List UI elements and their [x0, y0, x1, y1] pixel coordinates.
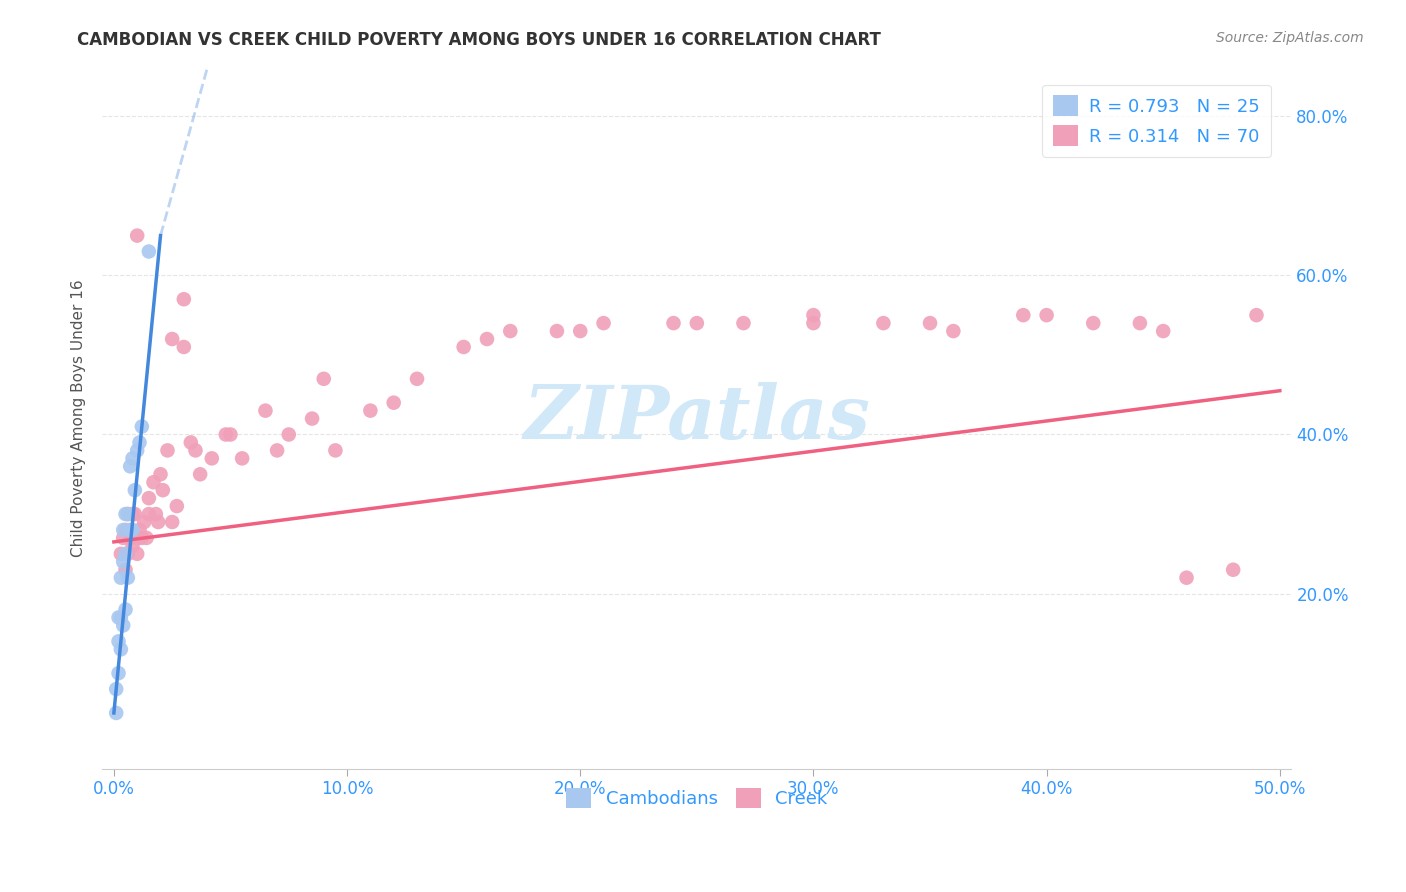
Text: Source: ZipAtlas.com: Source: ZipAtlas.com [1216, 31, 1364, 45]
Point [120, 531, 142, 545]
Point [942, 324, 965, 338]
Point [872, 316, 894, 330]
Point [1129, 316, 1152, 330]
Point [124, 483, 146, 498]
Point [127, 531, 149, 545]
Point [110, 642, 132, 657]
Point [215, 427, 238, 442]
Point [121, 539, 143, 553]
Point [112, 523, 135, 537]
Point [134, 515, 156, 529]
Point [131, 419, 153, 434]
Text: CAMBODIAN VS CREEK CHILD POVERTY AMONG BOYS UNDER 16 CORRELATION CHART: CAMBODIAN VS CREEK CHILD POVERTY AMONG B… [77, 31, 882, 49]
Point [1175, 571, 1198, 585]
Point [112, 618, 135, 632]
Point [110, 571, 132, 585]
Point [138, 244, 160, 259]
Point [121, 507, 143, 521]
Point [160, 515, 183, 529]
Point [138, 507, 160, 521]
Point [406, 372, 429, 386]
Point [1222, 563, 1244, 577]
Point [382, 395, 405, 409]
Point [803, 316, 825, 330]
Point [128, 435, 150, 450]
Point [173, 340, 195, 354]
Point [131, 531, 153, 545]
Point [148, 515, 170, 529]
Point [112, 555, 135, 569]
Point [1246, 308, 1268, 322]
Point [359, 403, 381, 417]
Point [135, 531, 157, 545]
Point [453, 340, 475, 354]
Point [569, 324, 592, 338]
Point [312, 372, 335, 386]
Point [546, 324, 568, 338]
Point [1152, 324, 1174, 338]
Point [803, 308, 825, 322]
Point [142, 475, 165, 490]
Point [107, 666, 129, 681]
Point [188, 467, 211, 482]
Point [117, 547, 139, 561]
Point [733, 316, 755, 330]
Point [117, 507, 139, 521]
Point [475, 332, 498, 346]
Point [120, 523, 142, 537]
Point [112, 531, 135, 545]
Point [107, 610, 129, 624]
Point [110, 610, 132, 624]
Point [160, 332, 183, 346]
Point [325, 443, 347, 458]
Point [301, 411, 323, 425]
Point [121, 523, 143, 537]
Point [117, 571, 139, 585]
Point [127, 228, 149, 243]
Point [184, 443, 207, 458]
Point [127, 547, 149, 561]
Point [138, 491, 160, 505]
Point [1012, 308, 1035, 322]
Point [152, 483, 174, 498]
Point [499, 324, 522, 338]
Point [114, 602, 136, 616]
Point [266, 443, 288, 458]
Point [128, 523, 150, 537]
Point [149, 467, 172, 482]
Point [110, 547, 132, 561]
Point [180, 435, 202, 450]
Point [145, 507, 167, 521]
Point [105, 682, 128, 697]
Point [127, 443, 149, 458]
Point [173, 292, 195, 306]
Point [592, 316, 614, 330]
Point [120, 459, 142, 474]
Point [662, 316, 685, 330]
Point [918, 316, 941, 330]
Point [231, 451, 253, 466]
Point [1083, 316, 1105, 330]
Point [219, 427, 242, 442]
Point [114, 523, 136, 537]
Point [121, 451, 143, 466]
Point [201, 451, 224, 466]
Point [124, 507, 146, 521]
Point [277, 427, 299, 442]
Point [166, 499, 188, 513]
Point [117, 507, 139, 521]
Point [686, 316, 709, 330]
Point [1035, 308, 1057, 322]
Point [107, 634, 129, 648]
Point [114, 563, 136, 577]
Legend: Cambodians, Creek: Cambodians, Creek [558, 780, 835, 815]
Point [156, 443, 179, 458]
Y-axis label: Child Poverty Among Boys Under 16: Child Poverty Among Boys Under 16 [72, 280, 86, 558]
Point [105, 706, 128, 720]
Point [114, 547, 136, 561]
Point [114, 507, 136, 521]
Point [254, 403, 277, 417]
Text: ZIPatlas: ZIPatlas [523, 383, 870, 455]
